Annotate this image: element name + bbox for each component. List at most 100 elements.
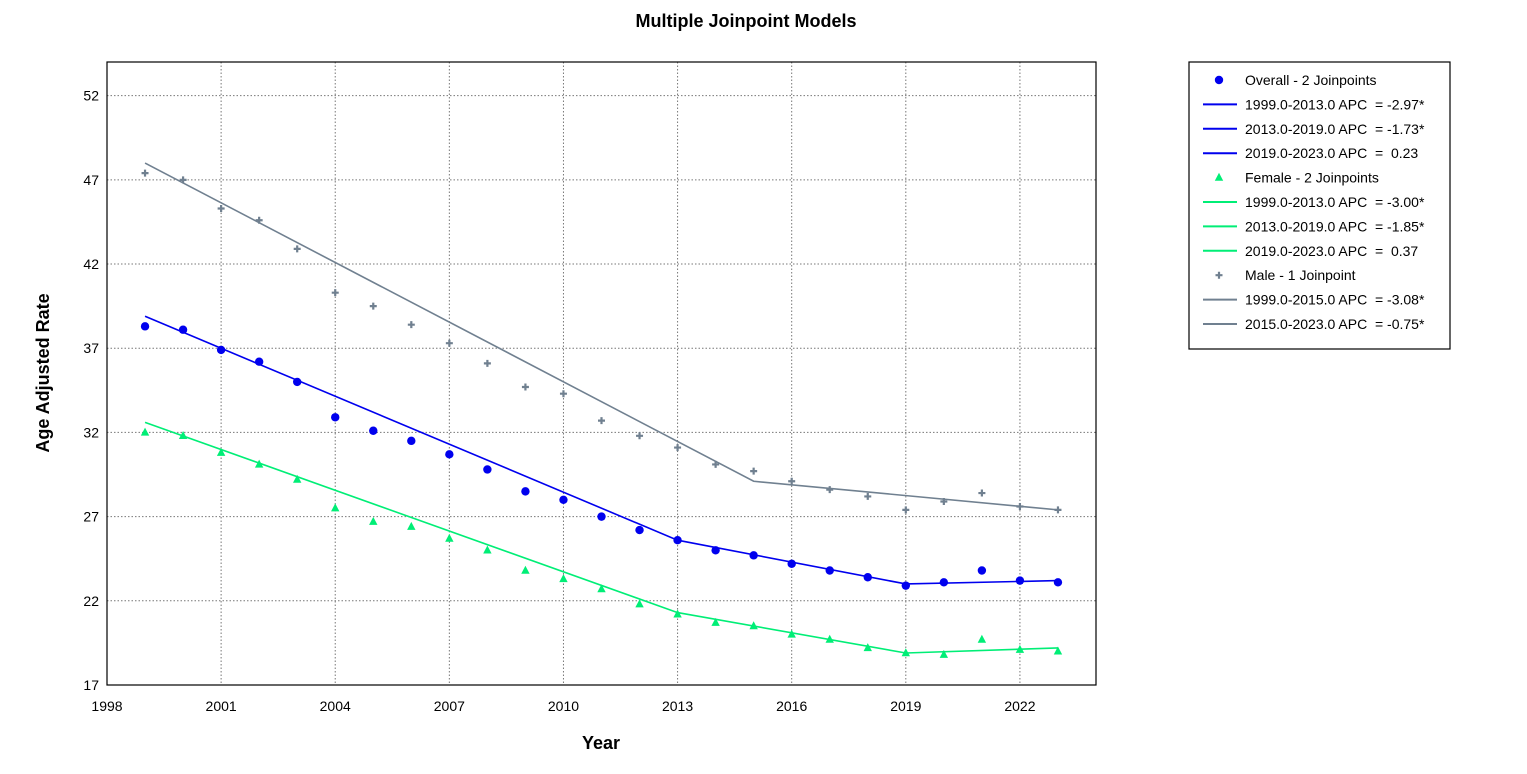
legend-segment-label: 1999.0-2015.0 APC = -3.08* bbox=[1245, 292, 1425, 308]
data-point bbox=[292, 377, 302, 387]
data-point bbox=[863, 643, 872, 652]
data-point bbox=[636, 432, 644, 440]
data-point bbox=[674, 444, 682, 452]
data-point bbox=[216, 345, 226, 355]
data-point bbox=[939, 578, 949, 587]
data-point bbox=[825, 634, 834, 643]
y-tick-label: 52 bbox=[83, 88, 99, 104]
data-point bbox=[445, 533, 454, 542]
legend-marker bbox=[1214, 172, 1224, 181]
data-point bbox=[217, 204, 225, 212]
data-point bbox=[1054, 506, 1062, 514]
data-point bbox=[788, 477, 796, 485]
data-point bbox=[559, 574, 568, 583]
data-point bbox=[483, 465, 492, 474]
data-point bbox=[1016, 503, 1024, 511]
data-point bbox=[483, 545, 492, 554]
data-point bbox=[254, 357, 264, 366]
data-point bbox=[559, 390, 567, 398]
legend: Overall - 2 Joinpoints 1999.0-2013.0 APC … bbox=[1188, 61, 1451, 350]
data-point bbox=[597, 512, 606, 521]
data-point bbox=[140, 427, 150, 436]
data-point bbox=[140, 322, 150, 331]
data-point bbox=[369, 302, 377, 310]
data-point bbox=[369, 426, 378, 435]
data-point bbox=[635, 599, 644, 608]
data-point bbox=[1015, 644, 1025, 653]
data-point bbox=[255, 216, 263, 224]
data-point bbox=[673, 609, 682, 618]
data-point bbox=[711, 546, 720, 555]
data-point bbox=[178, 431, 188, 439]
data-point bbox=[977, 566, 987, 575]
data-point bbox=[178, 325, 188, 334]
data-point bbox=[940, 497, 948, 505]
data-point bbox=[445, 450, 454, 459]
data-point bbox=[331, 289, 339, 297]
data-point bbox=[978, 489, 986, 497]
data-point bbox=[141, 169, 149, 177]
legend-segment-label: 1999.0-2013.0 APC = -3.00* bbox=[1245, 194, 1425, 210]
x-tick-label: 2010 bbox=[548, 698, 579, 714]
legend-series-label: Female - 2 Joinpoints bbox=[1245, 170, 1379, 186]
y-tick-label: 42 bbox=[83, 256, 99, 272]
x-tick-label: 2016 bbox=[776, 698, 807, 714]
data-point bbox=[787, 559, 796, 568]
data-point bbox=[635, 525, 644, 535]
data-point bbox=[521, 383, 529, 391]
data-point bbox=[369, 516, 378, 525]
legend-segment-label: 2013.0-2019.0 APC = -1.85* bbox=[1245, 218, 1425, 234]
y-tick-label: 22 bbox=[83, 593, 99, 609]
x-tick-label: 2013 bbox=[662, 698, 693, 714]
data-point bbox=[939, 649, 949, 658]
data-point bbox=[787, 629, 796, 638]
legend-series-label: Male - 1 Joinpoint bbox=[1245, 267, 1356, 283]
legend-segment-label: 2013.0-2019.0 APC = -1.73* bbox=[1245, 121, 1425, 137]
chart-title: Multiple Joinpoint Models bbox=[636, 11, 857, 31]
x-axis-ticks: 1998 2001 2004 2007 2010 2013 2016 2019 2022 bbox=[91, 698, 1035, 714]
data-point bbox=[977, 634, 987, 643]
legend-segment-label: 2019.0-2023.0 APC = 0.23 bbox=[1245, 145, 1418, 161]
data-point bbox=[712, 460, 720, 468]
legend-segment-label: 1999.0-2013.0 APC = -2.97* bbox=[1245, 96, 1425, 112]
data-point bbox=[598, 417, 605, 425]
legend-segment-label: 2015.0-2023.0 APC = -0.75* bbox=[1245, 316, 1425, 332]
fitted-line bbox=[144, 315, 1058, 585]
data-point bbox=[407, 321, 415, 329]
data-point bbox=[673, 535, 682, 545]
legend-segment-label: 2019.0-2023.0 APC = 0.37 bbox=[1245, 243, 1418, 259]
data-point bbox=[749, 551, 758, 560]
data-point bbox=[864, 492, 872, 500]
data-point bbox=[407, 436, 416, 446]
data-point bbox=[826, 486, 834, 494]
data-point bbox=[331, 503, 340, 512]
y-tick-label: 47 bbox=[83, 172, 99, 188]
data-point bbox=[445, 339, 453, 347]
x-axis-label: Year bbox=[582, 733, 620, 753]
plot-area bbox=[106, 61, 1097, 686]
data-point bbox=[521, 487, 530, 496]
y-tick-label: 37 bbox=[83, 340, 99, 356]
y-tick-label: 27 bbox=[83, 509, 99, 525]
data-point bbox=[559, 495, 568, 504]
x-tick-label: 1998 bbox=[91, 698, 122, 714]
legend-marker bbox=[1214, 75, 1224, 85]
data-point bbox=[1015, 576, 1025, 585]
y-axis-label: Age Adjusted Rate bbox=[33, 293, 53, 452]
x-tick-label: 2019 bbox=[890, 698, 921, 714]
y-tick-label: 17 bbox=[83, 677, 99, 693]
legend-box bbox=[1188, 61, 1451, 350]
data-point bbox=[749, 621, 758, 630]
data-point bbox=[825, 566, 834, 575]
data-point bbox=[711, 617, 720, 626]
data-point bbox=[292, 474, 302, 483]
x-tick-label: 2007 bbox=[434, 698, 465, 714]
data-point bbox=[216, 447, 226, 456]
data-point bbox=[407, 521, 416, 530]
data-point bbox=[293, 245, 301, 253]
data-point bbox=[1053, 578, 1063, 587]
data-point bbox=[901, 581, 911, 590]
data-point bbox=[750, 467, 758, 475]
series-layer bbox=[140, 162, 1063, 658]
